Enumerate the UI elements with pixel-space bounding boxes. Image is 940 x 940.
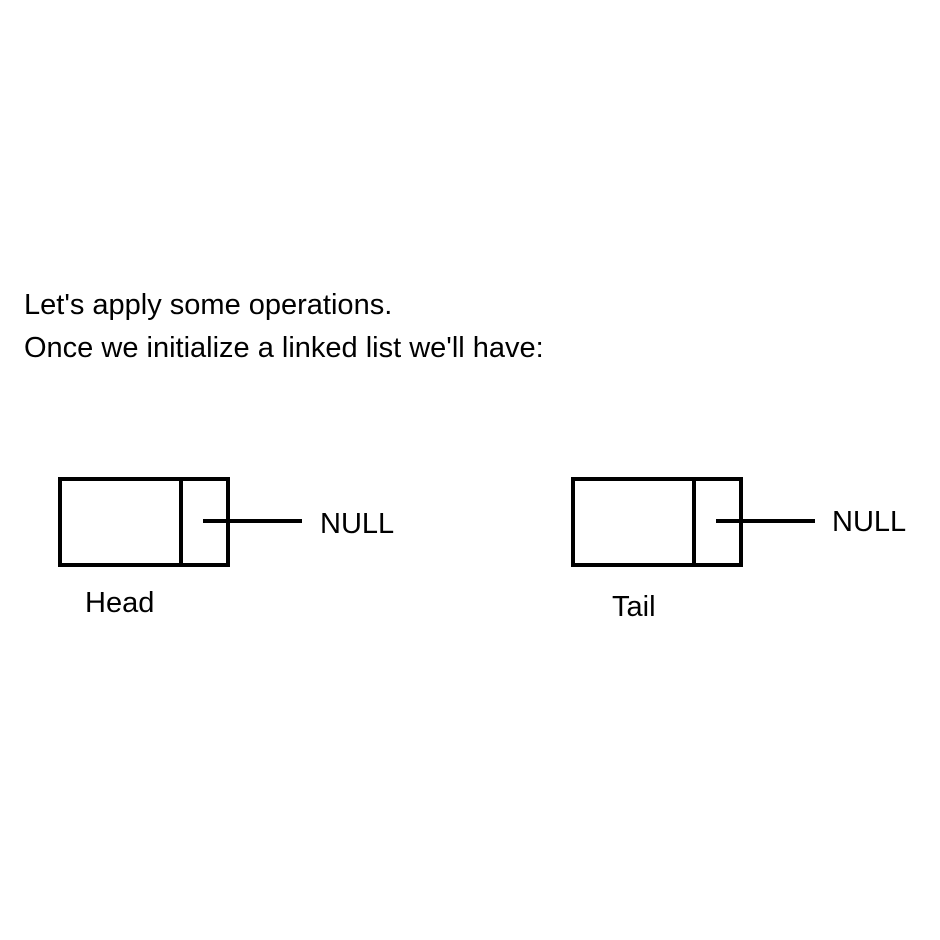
tail-node-divider — [692, 481, 696, 563]
head-node-divider — [179, 481, 183, 563]
tail-null-label: NULL — [832, 506, 907, 538]
head-null-label: NULL — [320, 508, 395, 540]
tail-next-pointer — [716, 519, 815, 523]
head-next-pointer — [203, 519, 302, 523]
tail-label: Tail — [612, 591, 656, 623]
intro-line-1: Let's apply some operations. — [24, 289, 393, 321]
intro-text: Let's apply some operations. Once we ini… — [24, 284, 544, 370]
intro-line-2: Once we initialize a linked list we'll h… — [24, 332, 544, 364]
head-label: Head — [85, 587, 155, 619]
